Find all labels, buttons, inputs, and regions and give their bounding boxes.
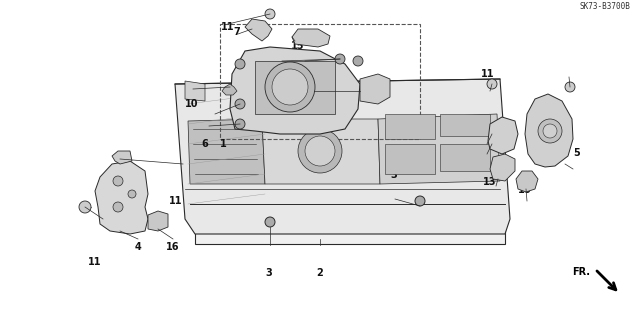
Circle shape: [353, 56, 363, 66]
Circle shape: [305, 136, 335, 166]
Circle shape: [265, 62, 315, 112]
Bar: [385, 144, 435, 174]
Text: 3: 3: [266, 268, 272, 278]
Bar: [440, 114, 490, 136]
Circle shape: [415, 196, 425, 206]
Text: 1: 1: [305, 84, 312, 94]
Text: 11: 11: [169, 196, 182, 206]
Polygon shape: [292, 29, 330, 47]
Polygon shape: [488, 117, 518, 154]
Polygon shape: [185, 81, 205, 101]
Text: 11: 11: [88, 256, 101, 267]
Bar: [440, 144, 490, 171]
Text: 1: 1: [220, 138, 227, 149]
Text: 11: 11: [220, 22, 234, 32]
Polygon shape: [525, 94, 573, 167]
Polygon shape: [516, 171, 538, 192]
Text: 8: 8: [485, 127, 492, 137]
Circle shape: [298, 129, 342, 173]
Circle shape: [487, 79, 497, 89]
Text: 5: 5: [573, 148, 580, 158]
Circle shape: [128, 190, 136, 198]
Polygon shape: [360, 74, 390, 104]
Circle shape: [113, 176, 123, 186]
Circle shape: [335, 54, 345, 64]
Text: 14: 14: [314, 102, 327, 112]
Text: FR.: FR.: [572, 267, 590, 277]
Bar: [385, 114, 435, 139]
Text: 7: 7: [234, 27, 240, 37]
Circle shape: [235, 119, 245, 129]
Polygon shape: [148, 211, 168, 231]
Circle shape: [543, 124, 557, 138]
Circle shape: [272, 69, 308, 105]
Polygon shape: [95, 161, 148, 234]
Circle shape: [265, 217, 275, 227]
Text: 15: 15: [291, 41, 305, 51]
Polygon shape: [245, 19, 272, 41]
Polygon shape: [378, 114, 500, 184]
Text: 2: 2: [317, 268, 323, 278]
Circle shape: [235, 59, 245, 69]
Polygon shape: [255, 61, 335, 114]
Circle shape: [113, 202, 123, 212]
Circle shape: [565, 82, 575, 92]
Circle shape: [265, 9, 275, 19]
Text: 11: 11: [481, 69, 495, 78]
Text: 16: 16: [518, 185, 532, 195]
Circle shape: [538, 119, 562, 143]
Text: 9: 9: [485, 124, 492, 134]
Text: 16: 16: [166, 242, 180, 252]
Text: 11: 11: [558, 112, 572, 122]
Text: 12: 12: [275, 71, 289, 81]
Text: SK73-B3700B: SK73-B3700B: [579, 2, 630, 11]
Polygon shape: [175, 79, 510, 234]
Polygon shape: [230, 47, 360, 134]
Polygon shape: [112, 151, 132, 164]
Polygon shape: [262, 119, 380, 184]
Polygon shape: [222, 84, 237, 95]
Text: 13: 13: [483, 177, 496, 187]
Circle shape: [235, 99, 245, 109]
Text: 4: 4: [134, 242, 141, 252]
Text: 6: 6: [201, 138, 208, 149]
Polygon shape: [188, 119, 265, 184]
Text: 3: 3: [390, 170, 397, 181]
Circle shape: [79, 201, 91, 213]
Polygon shape: [195, 214, 505, 244]
Text: 10: 10: [185, 99, 199, 109]
Polygon shape: [490, 154, 515, 181]
